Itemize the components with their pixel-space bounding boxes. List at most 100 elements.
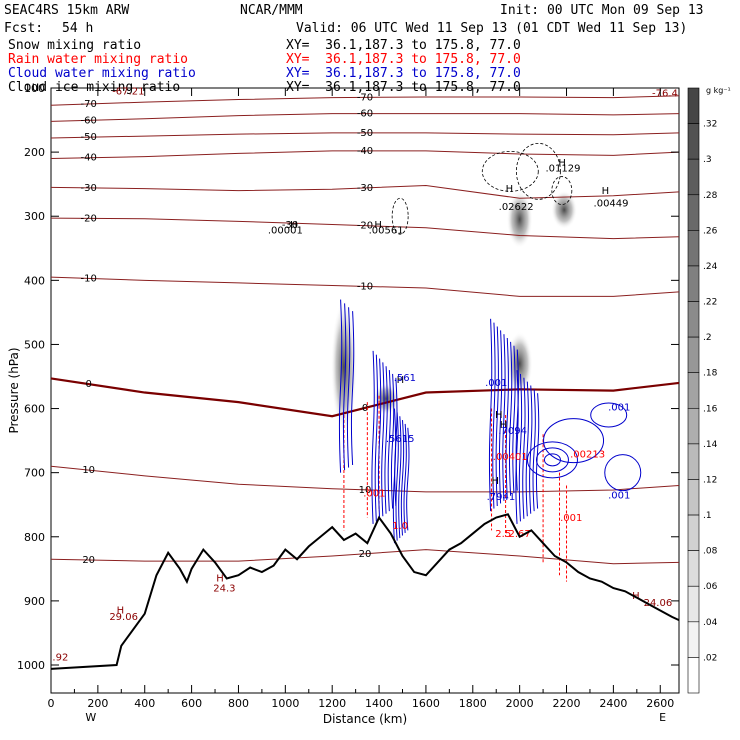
y-tick-label: 400 xyxy=(24,274,45,287)
high-marker: H xyxy=(117,606,125,617)
colorbar-tick-label: .06 xyxy=(703,582,718,592)
data-label: .01129 xyxy=(546,163,581,174)
cloud-water-contour xyxy=(518,373,523,522)
colorbar-tick-label: .28 xyxy=(703,191,718,201)
data-label: 29.06 xyxy=(109,612,138,623)
isotherm-0 xyxy=(50,377,680,418)
colorbar-tick-label: .16 xyxy=(703,404,718,414)
data-label: .7094 xyxy=(498,426,527,437)
y-tick-label: 1000 xyxy=(17,659,45,672)
colorbar-unit: g kg⁻¹ xyxy=(706,86,731,95)
high-marker: H xyxy=(397,375,405,386)
isotherm-label: 0 xyxy=(362,403,368,414)
isotherm--50 xyxy=(50,132,680,139)
y-axis-label: Pressure (hPa) xyxy=(7,347,21,433)
isotherm-label: -60 xyxy=(81,115,97,126)
x-tick-label: 200 xyxy=(87,697,108,710)
data-label: .00001 xyxy=(268,226,303,237)
snow-shading xyxy=(506,190,533,249)
y-tick-label: 900 xyxy=(24,595,45,608)
cloud-water-contour xyxy=(543,418,605,464)
data-label: 2.67 xyxy=(509,529,531,540)
cloud-water-contour xyxy=(535,393,540,509)
data-label: .561 xyxy=(394,373,416,384)
fcst-label: Fcst: xyxy=(4,21,44,36)
colorbar-tick-label: .3 xyxy=(703,155,712,165)
colorbar-tick-label: .1 xyxy=(703,511,712,521)
high-marker: H xyxy=(492,476,500,487)
data-label: .92 xyxy=(52,653,68,664)
cloud-water-contour xyxy=(381,362,385,517)
cloud-water-contour xyxy=(374,354,378,522)
isotherm-label: 10 xyxy=(359,485,372,496)
model-title: SEAC4RS 15km ARW xyxy=(4,3,130,18)
cloud-ice-contour xyxy=(516,142,561,200)
isotherm-label: -20 xyxy=(357,221,373,232)
cloud-water-contour xyxy=(532,389,536,512)
cloud-water-contour xyxy=(406,427,410,531)
high-marker: H xyxy=(602,186,610,197)
isotherm-label: -70 xyxy=(81,99,97,110)
cloud-water-contour xyxy=(529,385,533,514)
isotherm-label: -10 xyxy=(81,273,97,284)
colorbar-tick-label: .02 xyxy=(703,653,717,663)
isotherm--10 xyxy=(50,276,680,297)
colorbar-tick-label: .2 xyxy=(703,333,712,343)
data-label: .00449 xyxy=(594,199,629,210)
cloud-water-contour xyxy=(400,420,405,536)
cloud-water-contour xyxy=(384,366,388,514)
data-label: -30 xyxy=(282,220,298,231)
x-tick-label: 1800 xyxy=(459,697,487,710)
right-endpoint: E xyxy=(659,711,666,724)
isotherm-label: -50 xyxy=(81,132,97,143)
data-label: .7941 xyxy=(487,492,516,503)
x-tick-label: 1400 xyxy=(365,697,393,710)
x-tick-label: 2000 xyxy=(506,697,534,710)
x-tick-label: 1200 xyxy=(318,697,346,710)
isotherm-label: -10 xyxy=(357,281,373,292)
data-label: .001 xyxy=(608,402,630,413)
data-label: 2.5 xyxy=(495,529,511,540)
snow-shading xyxy=(551,190,578,230)
isotherm-label: -60 xyxy=(357,109,373,120)
cloud-water-contour xyxy=(387,370,391,512)
cloud-water-contour xyxy=(377,358,382,519)
isotherm-label: -40 xyxy=(357,146,373,157)
y-tick-label: 600 xyxy=(24,403,45,416)
colorbar-tick-label: .04 xyxy=(703,618,718,628)
snow-shading xyxy=(373,382,400,415)
cloud-water-contour xyxy=(590,402,628,428)
data-label: .001 xyxy=(363,488,385,499)
cloud-water-contour xyxy=(492,322,496,509)
colorbar-tick-label: .14 xyxy=(703,440,718,450)
cloud-water-contour xyxy=(488,318,493,512)
field-snow-xy: XY= 36.1,187.3 to 175.8, 77.0 xyxy=(286,38,521,53)
x-tick-label: 400 xyxy=(134,697,155,710)
snow-shading xyxy=(506,331,533,396)
x-tick-label: 1000 xyxy=(271,697,299,710)
cloud-water-contour xyxy=(508,341,513,496)
isotherm--60 xyxy=(50,113,680,122)
data-label: 1.0 xyxy=(392,521,408,532)
high-marker: H xyxy=(500,420,508,431)
data-label: .00561 xyxy=(369,226,404,237)
data-label: .001 xyxy=(560,513,582,524)
cloud-water-contour xyxy=(398,416,402,539)
high-marker: H xyxy=(558,158,566,169)
x-tick-label: 1600 xyxy=(412,697,440,710)
cloud-water-contour xyxy=(390,373,395,509)
isotherm--20 xyxy=(50,217,680,240)
high-marker: H xyxy=(290,220,298,231)
cloud-ice-contour xyxy=(551,176,573,205)
cloud-ice-contour xyxy=(391,197,409,235)
terrain-line xyxy=(50,513,680,670)
colorbar-swatch xyxy=(687,657,700,694)
cloud-water-contour xyxy=(342,303,347,471)
y-tick-label: 200 xyxy=(24,146,45,159)
colorbar-tick-label: .12 xyxy=(703,475,717,485)
isotherm--70 xyxy=(50,95,680,106)
x-tick-label: 2200 xyxy=(553,697,581,710)
cloud-water-contour xyxy=(498,330,503,504)
colorbar-tick-label: .18 xyxy=(703,369,718,379)
